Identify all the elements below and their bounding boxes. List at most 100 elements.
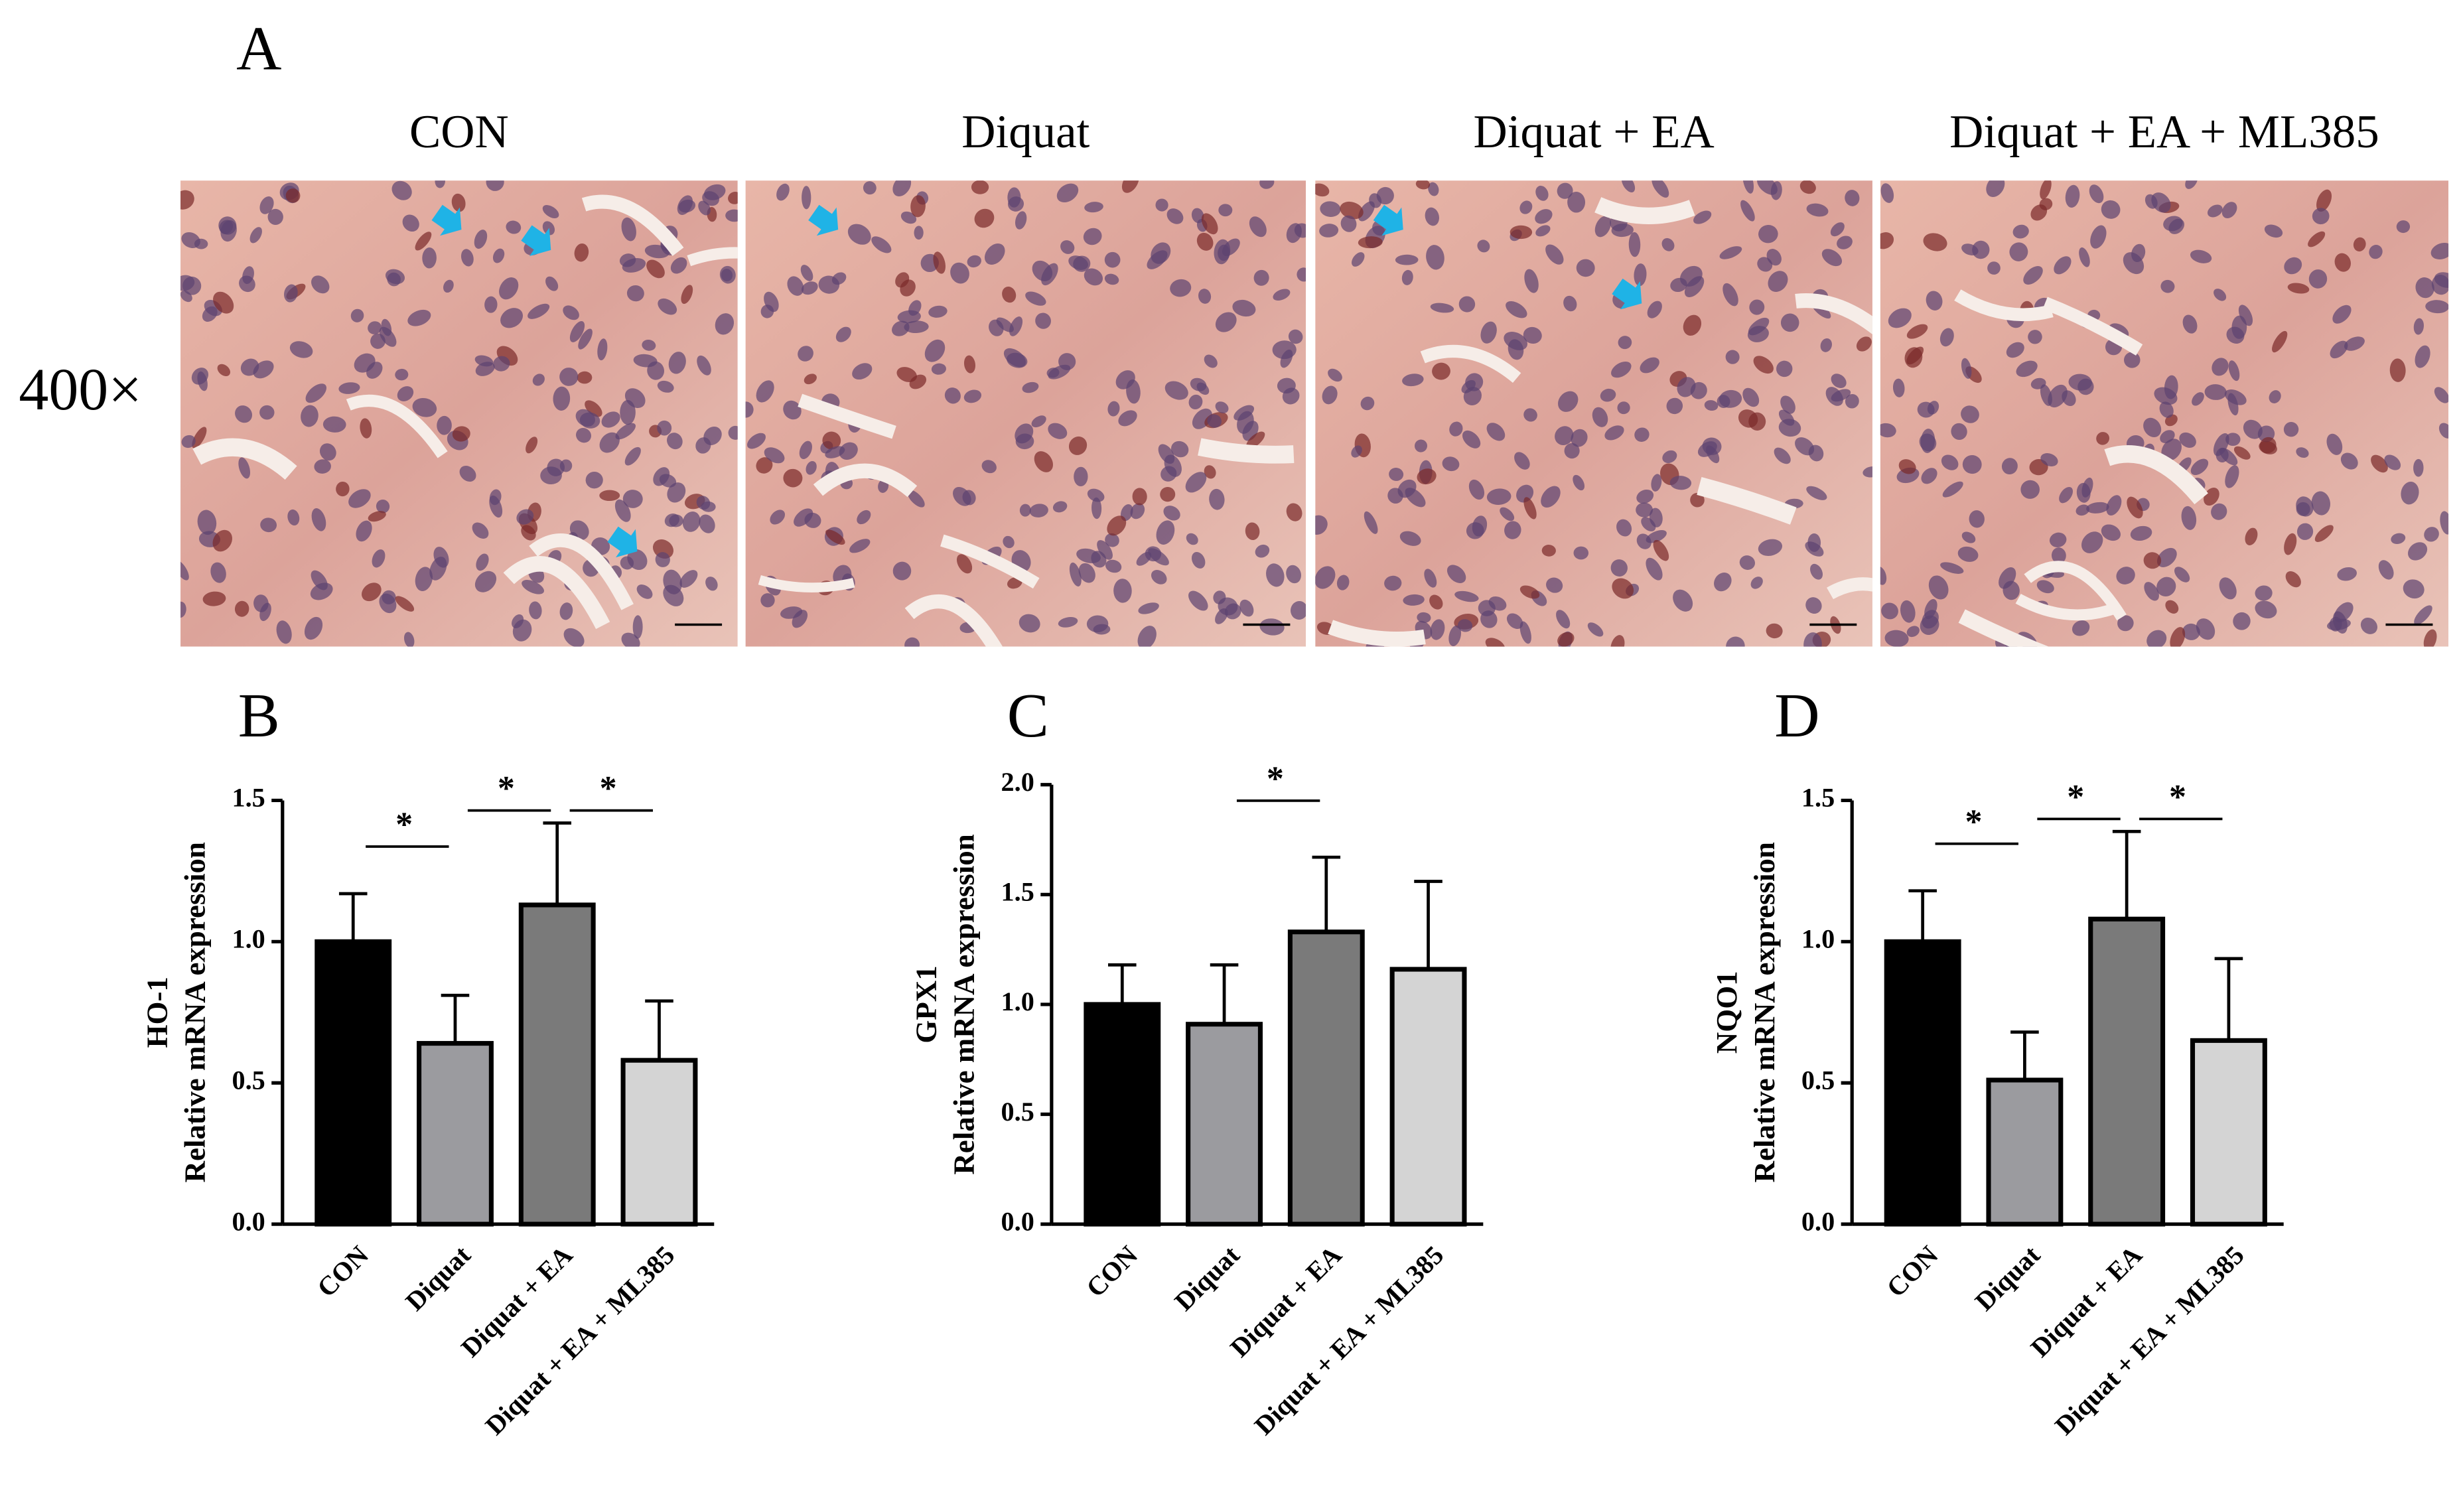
nucleus bbox=[2009, 242, 2028, 261]
lumen bbox=[581, 194, 684, 256]
nucleus bbox=[1987, 261, 2001, 275]
nucleus bbox=[2225, 465, 2239, 488]
nucleus bbox=[1015, 433, 1034, 450]
nucleus bbox=[1190, 378, 1207, 391]
nucleus bbox=[1573, 546, 1589, 560]
bar bbox=[1884, 939, 1961, 1227]
nucleus bbox=[2243, 419, 2263, 439]
lumen bbox=[687, 247, 738, 267]
nucleus bbox=[2226, 326, 2245, 344]
nucleus bbox=[2396, 220, 2411, 234]
nucleus bbox=[2151, 192, 2171, 213]
nucleus bbox=[636, 584, 653, 599]
nucleus bbox=[234, 600, 249, 617]
nucleus bbox=[547, 458, 565, 476]
nucleus bbox=[2314, 525, 2334, 542]
nucleus bbox=[655, 552, 670, 567]
nucleus bbox=[1806, 203, 1829, 217]
nucleus bbox=[267, 208, 283, 225]
nucleus bbox=[804, 374, 817, 385]
nucleus bbox=[621, 632, 640, 647]
nucleus bbox=[1432, 362, 1450, 380]
nucleus bbox=[526, 437, 538, 454]
nucleus bbox=[1196, 232, 1214, 251]
bar bbox=[315, 939, 392, 1227]
nucleus bbox=[981, 460, 997, 474]
nucleus bbox=[1360, 396, 1375, 411]
nucleus bbox=[1222, 238, 1240, 256]
nucleus bbox=[499, 277, 519, 300]
nucleus bbox=[1249, 216, 1267, 238]
nucleus bbox=[1288, 329, 1303, 344]
nucleus bbox=[667, 482, 686, 503]
nucleus bbox=[2413, 318, 2424, 335]
nucleus bbox=[2192, 392, 2204, 406]
nucleus bbox=[2228, 360, 2240, 381]
nucleus bbox=[1007, 352, 1028, 368]
nucleus bbox=[1510, 225, 1533, 240]
nucleus bbox=[1923, 233, 1947, 251]
nucleus bbox=[2181, 506, 2197, 530]
nucleus bbox=[1029, 504, 1048, 517]
nucleus bbox=[1091, 497, 1102, 519]
nucleus bbox=[2238, 305, 2253, 326]
nucleus bbox=[620, 556, 634, 570]
nucleus bbox=[1557, 632, 1575, 647]
nucleus bbox=[1641, 517, 1656, 531]
nucleus bbox=[2438, 423, 2449, 439]
y-tick-label: 0.5 bbox=[1801, 1065, 1835, 1095]
nucleus bbox=[2413, 458, 2424, 477]
nucleus bbox=[521, 525, 536, 541]
nucleus bbox=[1500, 507, 1515, 521]
nucleus bbox=[626, 285, 644, 302]
nucleus bbox=[1780, 313, 1799, 332]
nucleus bbox=[210, 562, 226, 583]
nucleus bbox=[2196, 618, 2215, 640]
nucleus bbox=[1831, 389, 1851, 402]
significance-label: * bbox=[2067, 778, 2084, 816]
nucleus bbox=[1209, 488, 1225, 510]
nucleus bbox=[1442, 456, 1460, 472]
nucleus bbox=[1246, 431, 1265, 449]
significance-label: * bbox=[498, 770, 515, 807]
nucleus bbox=[287, 509, 300, 526]
nucleus bbox=[924, 339, 946, 362]
nucleus bbox=[1719, 389, 1742, 408]
nucleus bbox=[897, 310, 921, 324]
nucleus bbox=[1113, 579, 1132, 603]
nucleus bbox=[1137, 626, 1157, 647]
x-tick-label: Diquat bbox=[1168, 1239, 1245, 1316]
nucleus bbox=[542, 221, 555, 236]
nucleus bbox=[2440, 511, 2449, 535]
nucleus bbox=[2096, 432, 2109, 445]
arrow bbox=[1612, 278, 1642, 310]
nucleus bbox=[1376, 186, 1394, 205]
nucleus bbox=[2146, 630, 2167, 647]
nucleus bbox=[2081, 531, 2103, 553]
nucleus bbox=[1035, 312, 1051, 329]
y-tick-label: 0.5 bbox=[1001, 1097, 1034, 1127]
nucleus bbox=[728, 425, 738, 440]
nucleus bbox=[1742, 180, 1754, 194]
nucleus bbox=[336, 481, 350, 497]
nucleus bbox=[1087, 488, 1105, 502]
nucleus bbox=[2160, 279, 2175, 293]
nucleus bbox=[1504, 332, 1527, 350]
nucleus bbox=[182, 276, 202, 295]
nucleus bbox=[1104, 251, 1121, 268]
nucleus bbox=[1831, 374, 1847, 388]
nucleus bbox=[1556, 610, 1571, 629]
nucleus bbox=[1892, 378, 1905, 397]
nucleus bbox=[1961, 405, 1979, 423]
nucleus bbox=[1118, 410, 1137, 427]
nucleus bbox=[1704, 400, 1719, 411]
nucleus bbox=[1185, 472, 1207, 493]
nucleus bbox=[181, 435, 196, 448]
nucleus bbox=[764, 447, 785, 464]
arrow bbox=[1373, 204, 1403, 236]
nucleus bbox=[415, 567, 433, 592]
lumen bbox=[813, 463, 918, 498]
nucleus bbox=[1506, 301, 1527, 318]
nucleus bbox=[1204, 354, 1218, 368]
nucleus bbox=[415, 232, 432, 251]
